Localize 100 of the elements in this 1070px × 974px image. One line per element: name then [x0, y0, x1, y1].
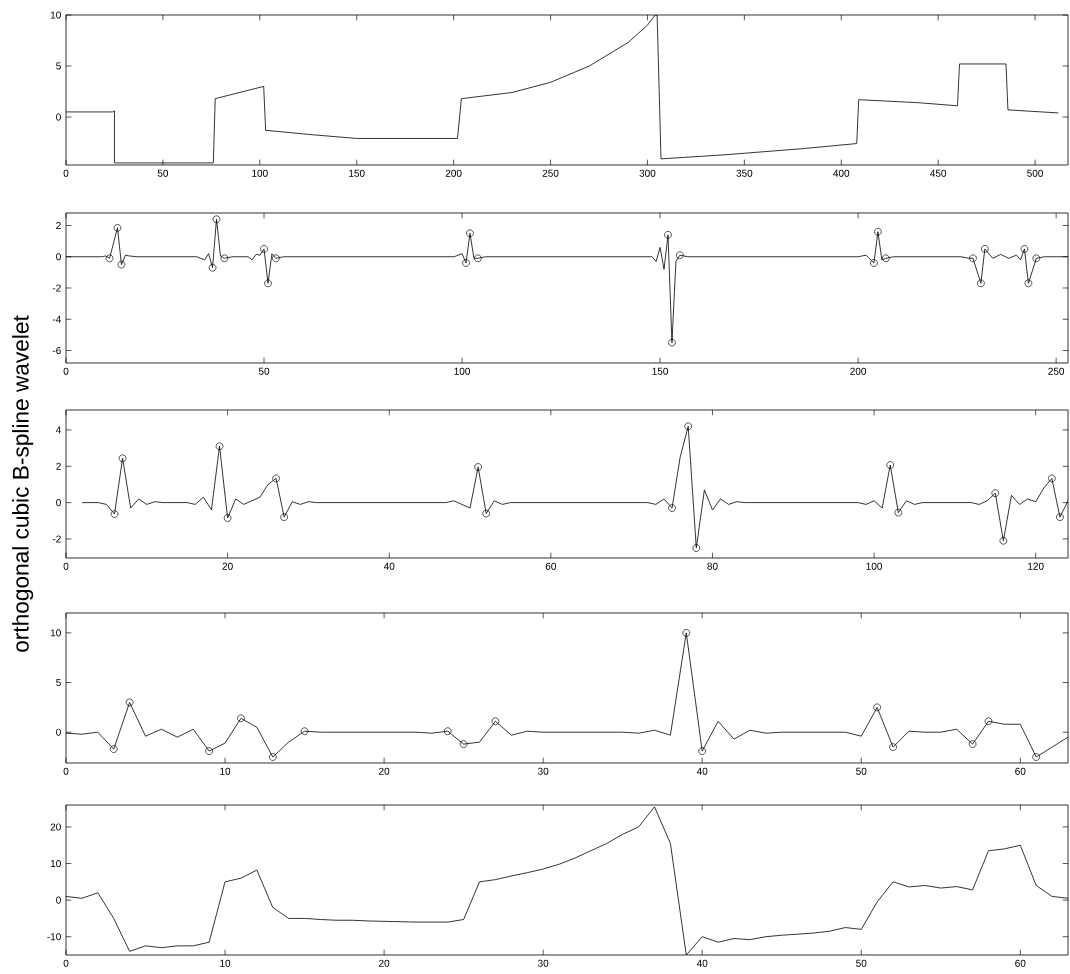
x-tick-label: 60: [1015, 959, 1026, 967]
point: [668, 338, 676, 347]
x-tick-label: 120: [1028, 562, 1044, 570]
y-tick-label: 0: [56, 728, 61, 736]
point: [215, 442, 224, 451]
x-tick-label: 500: [1027, 169, 1044, 177]
x-tick-label: 20: [379, 767, 390, 775]
x-tick-label: 450: [930, 169, 947, 177]
y-tick-label: 2: [56, 222, 61, 229]
point: [110, 510, 119, 518]
y-tick-label: 0: [56, 113, 61, 121]
point: [999, 536, 1008, 545]
x-tick-label: 100: [454, 367, 470, 375]
point: [117, 260, 126, 269]
point: [260, 245, 268, 253]
y-tick-label: -4: [52, 315, 61, 323]
point: [268, 753, 277, 761]
x-tick-label: 20: [222, 562, 233, 570]
x-tick-label: 40: [696, 767, 708, 775]
point: [109, 745, 118, 753]
point: [682, 629, 691, 637]
point: [223, 514, 232, 522]
y-tick-label: 10: [50, 11, 61, 19]
point: [889, 743, 897, 751]
y-tick-label: 5: [56, 679, 61, 687]
point: [969, 254, 977, 263]
point: [894, 508, 903, 517]
point: [874, 227, 882, 236]
x-tick-label: 10: [220, 767, 231, 775]
point: [300, 727, 309, 736]
point: [125, 698, 134, 707]
x-tick-label: 10: [220, 959, 231, 967]
point: [873, 703, 881, 712]
y-axis-title: orthogonal cubic B-spline wavelet: [12, 315, 34, 652]
y-tick-label: 10: [50, 860, 61, 868]
y-tick-label: 10: [50, 629, 61, 637]
point: [1032, 753, 1041, 761]
x-tick-label: 40: [383, 562, 395, 570]
x-tick-label: 60: [545, 562, 557, 570]
x-tick-label: 100: [252, 169, 268, 177]
point: [264, 279, 272, 288]
x-tick-label: 200: [445, 169, 462, 177]
x-tick-label: 300: [639, 169, 656, 177]
x-tick-label: 20: [379, 959, 390, 967]
point: [272, 474, 280, 483]
point: [482, 509, 491, 518]
point: [886, 461, 895, 469]
point: [220, 254, 229, 263]
point: [1024, 279, 1033, 288]
point: [459, 740, 468, 748]
point: [968, 740, 977, 748]
x-tick-label: 0: [63, 169, 69, 177]
point: [105, 254, 114, 263]
y-tick-label: -6: [52, 346, 61, 355]
x-tick-label: 30: [537, 767, 549, 775]
point: [991, 489, 1000, 497]
x-tick-label: 100: [866, 562, 883, 570]
x-tick-label: 250: [1048, 367, 1065, 375]
point: [118, 454, 127, 463]
y-tick-label: -2: [52, 284, 61, 292]
x-tick-label: 150: [349, 169, 365, 177]
point: [984, 717, 993, 726]
x-tick-label: 0: [63, 367, 69, 375]
x-tick-label: 60: [1015, 767, 1026, 775]
point: [205, 747, 213, 755]
point: [280, 513, 288, 521]
y-tick-label: 0: [56, 896, 61, 904]
x-tick-label: 50: [856, 767, 867, 775]
point: [1048, 474, 1056, 483]
point: [208, 263, 217, 272]
x-tick-label: 0: [63, 959, 69, 967]
x-tick-label: 200: [850, 367, 867, 375]
point: [870, 259, 878, 267]
point: [981, 245, 989, 253]
point: [1032, 254, 1041, 263]
point: [212, 215, 221, 224]
point: [113, 224, 122, 232]
point: [882, 254, 890, 263]
point: [272, 254, 280, 263]
point: [443, 727, 452, 736]
x-tick-label: 50: [856, 959, 867, 967]
y-tick-label: 0: [56, 499, 61, 507]
x-tick-label: 50: [258, 367, 270, 375]
point: [668, 504, 676, 512]
x-tick-label: 150: [652, 367, 669, 375]
point: [474, 254, 482, 263]
y-tick-label: -2: [52, 535, 61, 543]
point: [1056, 513, 1064, 521]
point: [698, 747, 706, 755]
x-tick-label: 250: [542, 169, 559, 177]
point: [462, 259, 470, 267]
y-tick-label: 2: [56, 462, 61, 470]
point: [491, 717, 500, 726]
x-tick-label: 0: [63, 767, 69, 775]
y-tick-label: 0: [56, 253, 61, 261]
x-tick-label: 80: [707, 562, 718, 570]
point: [474, 463, 482, 471]
x-tick-label: 400: [833, 169, 850, 177]
point: [664, 231, 672, 239]
point: [684, 422, 693, 431]
